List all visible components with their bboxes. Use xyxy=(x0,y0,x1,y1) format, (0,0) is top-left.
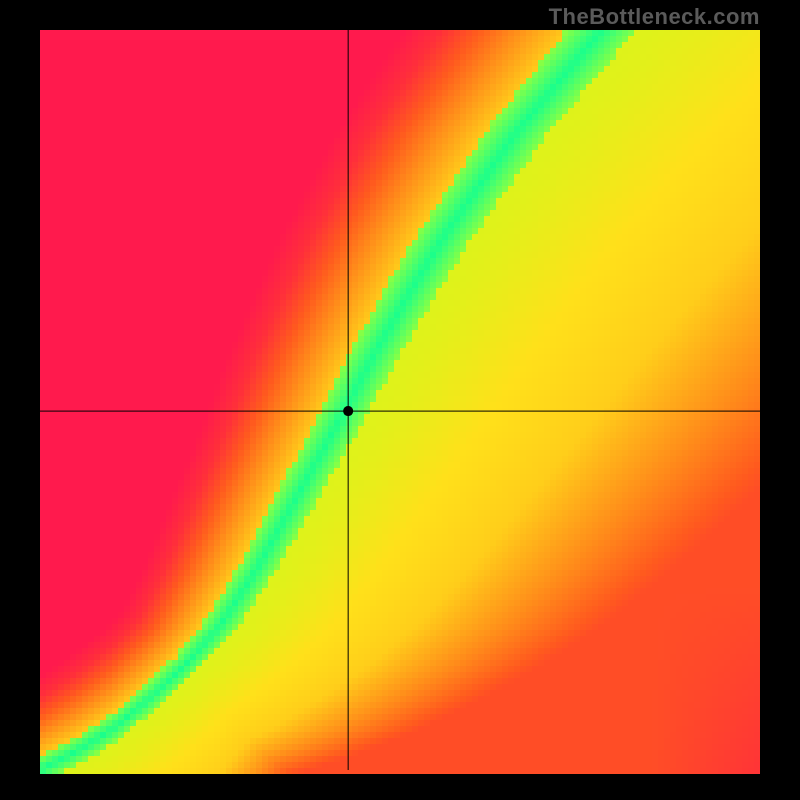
watermark-text: TheBottleneck.com xyxy=(549,4,760,30)
chart-container: TheBottleneck.com xyxy=(0,0,800,800)
bottleneck-heatmap xyxy=(0,0,800,800)
